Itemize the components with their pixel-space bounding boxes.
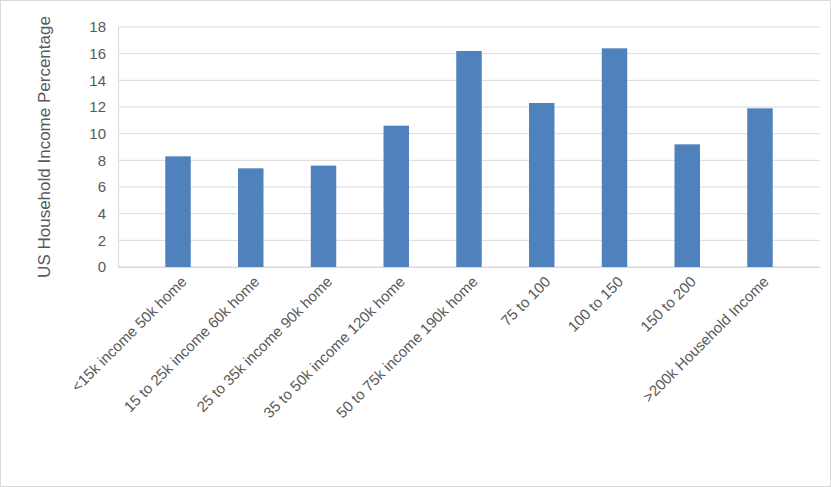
x-axis: <15k income 50k home15 to 25k income 60k… — [68, 267, 821, 421]
x-tick-label: 35 to 50k income 120k home — [260, 273, 408, 421]
y-axis-title: US Household Income Percentage — [35, 16, 54, 278]
bar — [675, 144, 700, 267]
y-tick: 0 — [98, 258, 118, 275]
y-tick: 10 — [89, 125, 118, 142]
chart: 0 2 4 6 8 10 12 14 16 18 <15k income 50k home15 to… — [0, 0, 831, 487]
y-tick: 4 — [98, 205, 118, 222]
x-tick: 35 to 50k income 120k home — [260, 267, 408, 421]
y-tick-label: 8 — [98, 152, 106, 169]
y-tick-label: 12 — [89, 98, 106, 115]
bar — [165, 156, 190, 267]
bar — [238, 168, 263, 267]
y-tick-label: 16 — [89, 45, 106, 62]
x-tick: 100 to 150 — [564, 267, 626, 335]
x-axis-line — [119, 267, 821, 268]
grid-line — [118, 27, 820, 28]
y-tick-label: 2 — [98, 232, 106, 249]
y-tick: 6 — [98, 178, 118, 195]
y-tick-label: 0 — [98, 258, 106, 275]
x-tick: 25 to 35k income 90k home — [193, 267, 335, 415]
x-tick-label: 150 to 200 — [637, 273, 699, 335]
y-tick: 8 — [98, 152, 118, 169]
bar — [529, 103, 554, 267]
y-tick: 18 — [89, 18, 118, 35]
y-tick-label: 10 — [89, 125, 106, 142]
y-tick: 14 — [89, 72, 118, 89]
bar — [311, 166, 336, 267]
y-tick-label: 14 — [89, 72, 106, 89]
x-tick: 50 to 75k income 190k home — [333, 267, 481, 421]
x-tick: 150 to 200 — [637, 267, 699, 335]
y-tick: 16 — [89, 45, 118, 62]
bar — [747, 108, 772, 267]
x-tick-label: 50 to 75k income 190k home — [333, 273, 481, 421]
y-tick: 12 — [89, 98, 118, 115]
x-tick: 75 to 100 — [497, 267, 553, 329]
y-tick-label: 4 — [98, 205, 106, 222]
bar — [456, 51, 481, 267]
x-tick-label: <15k income 50k home — [68, 273, 190, 395]
y-axis: 0 2 4 6 8 10 12 14 16 18 — [89, 18, 118, 275]
y-tick-label: 18 — [89, 18, 106, 35]
x-tick-label: 15 to 25k income 60k home — [120, 273, 262, 415]
bar — [602, 48, 627, 267]
x-tick-label: >200k Household Income — [639, 273, 772, 406]
x-tick: >200k Household Income — [639, 267, 772, 405]
bars — [165, 48, 772, 267]
y-tick: 2 — [98, 232, 118, 249]
x-tick-label: 25 to 35k income 90k home — [193, 273, 335, 415]
x-tick-label: 75 to 100 — [497, 273, 553, 329]
y-tick-label: 6 — [98, 178, 106, 195]
x-tick-label: 100 to 150 — [564, 273, 626, 335]
x-tick: 15 to 25k income 60k home — [120, 267, 262, 415]
grid — [118, 27, 820, 267]
bar — [384, 126, 409, 267]
chart-frame — [1, 1, 831, 487]
y-axis-line — [118, 28, 119, 268]
